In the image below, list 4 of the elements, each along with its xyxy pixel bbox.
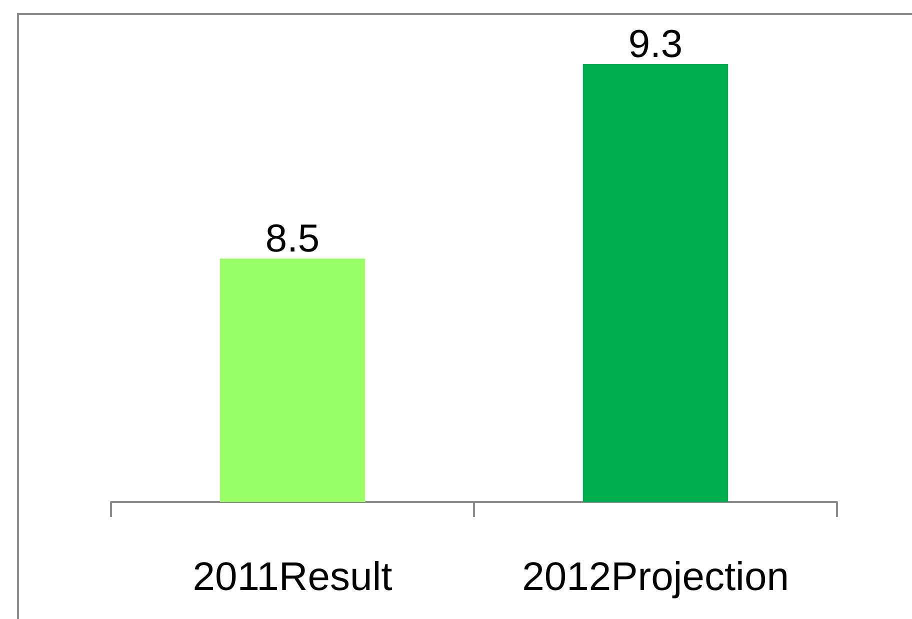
data-label: 8.5 bbox=[265, 218, 320, 261]
x-tick-label: 2012Projection bbox=[522, 555, 789, 599]
data-label: 9.3 bbox=[628, 23, 683, 66]
x-tick-label: 2011Result bbox=[192, 555, 392, 599]
